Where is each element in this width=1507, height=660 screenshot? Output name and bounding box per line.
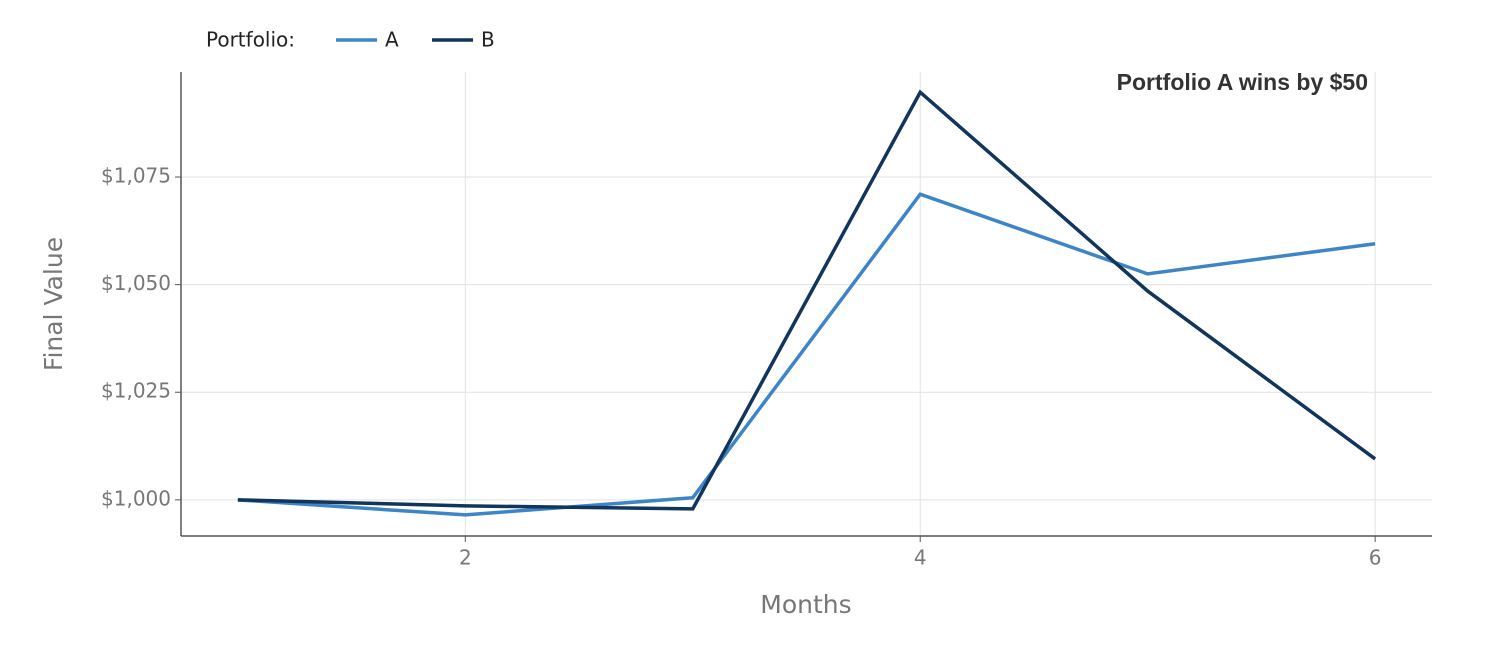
x-tick-label: 6	[1369, 546, 1382, 570]
legend-label: B	[481, 28, 495, 52]
line-series	[237, 192, 1376, 517]
y-tick-label: $1,050	[101, 271, 171, 295]
y-tick-label: $1,075	[101, 164, 171, 188]
y-tick-label: $1,025	[101, 379, 171, 403]
y-tick-label: $1,000	[101, 486, 171, 510]
legend-label: A	[385, 28, 399, 52]
y-axis-label: Final Value	[39, 237, 68, 371]
legend-title: Portfolio:	[206, 28, 295, 52]
x-tick-label: 2	[459, 546, 472, 570]
x-tick-label: 4	[914, 546, 927, 570]
annotation: Portfolio A wins by $50	[1117, 69, 1368, 95]
x-axis-label: Months	[760, 590, 851, 619]
line-series	[237, 89, 1377, 511]
